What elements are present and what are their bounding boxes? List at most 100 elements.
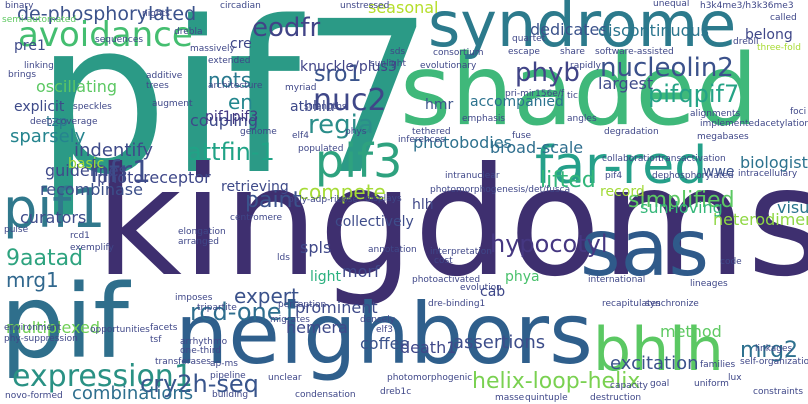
cloud-word: sro1 bbox=[314, 62, 362, 87]
cloud-word: intracellulary bbox=[738, 169, 798, 179]
cloud-word: pif7 bbox=[35, 0, 435, 221]
cloud-word: facets bbox=[150, 323, 178, 333]
cloud-word: transferases bbox=[155, 357, 211, 367]
cloud-word: en bbox=[228, 90, 253, 114]
cloud-word: accompanied bbox=[470, 94, 564, 110]
cloud-word: condensation bbox=[295, 390, 356, 400]
cloud-word: lux bbox=[728, 373, 742, 383]
cloud-word: unclear bbox=[268, 373, 302, 383]
cloud-word: architecture bbox=[208, 81, 263, 91]
cloud-word: knuckle/plus3 bbox=[300, 59, 397, 75]
cloud-word: uniform bbox=[694, 379, 729, 389]
cloud-word: escape bbox=[508, 47, 540, 57]
cloud-word: myriad bbox=[285, 83, 317, 93]
cloud-word: photomorphogenesis/det/fusca bbox=[430, 185, 571, 195]
cloud-word: pif1 bbox=[3, 177, 106, 240]
cloud-word: novo-formed bbox=[5, 391, 63, 401]
cloud-word: sun-loving bbox=[640, 198, 723, 217]
cloud-word: linking bbox=[24, 61, 54, 71]
cloud-word: linkages bbox=[755, 344, 793, 354]
cloud-word: atbhlh bbox=[290, 99, 335, 115]
cloud-word: rcd1 bbox=[70, 231, 90, 241]
cloud-word: record bbox=[600, 184, 645, 200]
cloud-word: fuse bbox=[512, 131, 532, 141]
cloud-word: intranuclear bbox=[445, 171, 500, 181]
cloud-word: curators bbox=[20, 208, 87, 227]
cloud-word: compete bbox=[298, 180, 386, 204]
cloud-word: expression1 bbox=[12, 359, 193, 394]
cloud-word: deep-coverage bbox=[30, 117, 98, 127]
cloud-word: angles bbox=[567, 114, 597, 124]
cloud-word: nucleolin2 bbox=[600, 53, 734, 83]
cloud-word: de-phosphorylated bbox=[17, 3, 197, 25]
cloud-word: arranged bbox=[178, 237, 219, 247]
cloud-word: augment bbox=[152, 99, 193, 109]
cloud-word: implemented bbox=[700, 119, 760, 129]
cloud-word: called bbox=[770, 13, 797, 23]
cloud-word: biologist bbox=[740, 153, 808, 172]
cloud-word: sds bbox=[390, 47, 406, 57]
cloud-word: elf4 bbox=[292, 131, 309, 141]
cloud-word: semi-automated bbox=[2, 15, 77, 25]
cloud-word: additive bbox=[146, 71, 183, 81]
cloud-word: cre bbox=[230, 36, 252, 52]
cloud-word: dedicates bbox=[530, 20, 608, 39]
cloud-word: phya bbox=[505, 269, 540, 285]
cloud-word: discontinuous bbox=[598, 21, 709, 40]
cloud-word: sequences bbox=[95, 35, 144, 45]
cloud-word: pif4 bbox=[605, 171, 623, 181]
cloud-word: lds bbox=[277, 253, 290, 263]
cloud-word: centromere bbox=[230, 213, 283, 223]
cloud-word: synchronize bbox=[645, 299, 699, 309]
cloud-word: eodfr bbox=[252, 13, 321, 43]
cloud-word: coupling bbox=[190, 111, 259, 130]
cloud-word: light bbox=[310, 269, 342, 285]
cloud-word: nuc2 bbox=[313, 83, 387, 118]
cloud-word: assertions bbox=[453, 332, 546, 353]
cloud-word: capacity bbox=[610, 381, 648, 391]
cloud-word: lifted bbox=[540, 168, 596, 193]
cloud-word: transactivation bbox=[658, 154, 726, 164]
cloud-word: genome bbox=[240, 127, 277, 137]
cloud-word: binary bbox=[5, 1, 34, 11]
cloud-word: share bbox=[560, 47, 585, 57]
cloud-word: tic bbox=[567, 91, 578, 101]
cloud-word: drebli bbox=[733, 37, 759, 47]
cloud-word: guidelines bbox=[45, 161, 127, 180]
cloud-word: constraints bbox=[753, 387, 804, 397]
cloud-word: inferences bbox=[398, 135, 445, 145]
cloud-word: quartet bbox=[512, 34, 546, 44]
cloud-word: rapidly bbox=[570, 61, 601, 71]
cloud-word: recapitulates bbox=[602, 299, 661, 309]
cloud-word: collaboration bbox=[602, 154, 661, 164]
cloud-word: massively bbox=[190, 44, 235, 54]
cloud-word: morf bbox=[342, 262, 380, 281]
cloud-word: sas bbox=[580, 204, 710, 294]
cloud-word: indentify bbox=[74, 140, 154, 161]
cloud-word: photobodies bbox=[413, 133, 512, 152]
cloud-word: phy-suppression bbox=[4, 334, 78, 344]
cloud-word: arrhythmo bbox=[180, 337, 228, 347]
cloud-word: photoactivated bbox=[412, 275, 481, 285]
cloud-word: unstressed bbox=[340, 1, 390, 11]
cloud-word: visualizing bbox=[777, 198, 808, 217]
cloud-word: pif3 bbox=[315, 134, 403, 188]
cloud-word: death1 bbox=[400, 338, 457, 357]
cloud-word: largest bbox=[598, 74, 654, 93]
cloud-word: avoidance bbox=[18, 15, 193, 55]
cloud-word: phys bbox=[345, 127, 367, 137]
cloud-word: perception bbox=[278, 300, 327, 310]
cloud-word: software-assisted bbox=[595, 47, 674, 57]
cloud-word: elf3 bbox=[376, 325, 393, 335]
cloud-word: helix-loop-helix bbox=[472, 369, 641, 394]
cloud-word: heterodimerization bbox=[713, 210, 808, 229]
cloud-word: 9aatad bbox=[6, 246, 84, 271]
cloud-word: pif bbox=[0, 263, 129, 382]
cloud-word: self-organization bbox=[740, 357, 808, 367]
cloud-word: pulse bbox=[4, 225, 29, 235]
cloud-word: circadian bbox=[220, 1, 261, 11]
cloud-word: spls bbox=[300, 238, 332, 257]
cloud-word: prominent bbox=[295, 298, 378, 317]
cloud-word: collectively bbox=[335, 214, 414, 230]
